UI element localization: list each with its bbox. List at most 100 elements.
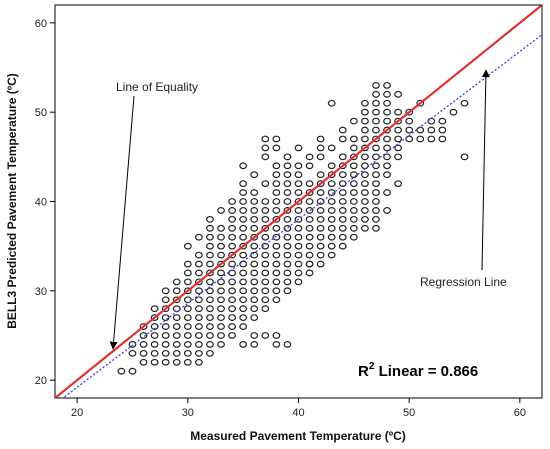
data-point [161,332,170,339]
data-point [250,332,259,339]
data-point [361,171,369,179]
data-point [183,287,192,295]
data-point [294,224,303,232]
data-point [294,180,303,188]
data-point [239,224,248,232]
data-point [206,323,214,330]
data-point [316,242,325,250]
data-point [250,171,259,179]
data-point [217,278,225,286]
data-point [239,323,248,330]
data-point [316,144,325,152]
y-tick-label: 40 [35,197,47,209]
data-point [316,215,325,223]
data-point [183,314,192,322]
data-point [327,162,336,170]
data-point [372,144,380,152]
data-point [261,269,270,277]
data-point [261,260,270,268]
data-point [172,287,181,295]
data-point [206,287,214,295]
data-point [294,215,303,223]
data-point [361,180,369,188]
data-point [239,287,248,295]
data-point [250,189,259,196]
data-point [305,215,314,223]
data-point [217,269,225,277]
data-point [161,349,170,357]
data-point [228,251,236,259]
data-point [383,207,391,214]
data-point [294,269,303,277]
data-point [250,314,259,322]
data-point [239,180,248,188]
data-point [338,215,347,223]
data-point [139,323,148,330]
data-point [338,224,347,232]
data-point [283,224,292,232]
data-point [383,108,391,116]
data-point [272,189,281,196]
data-point [349,135,358,143]
data-point [261,332,270,339]
data-point [316,224,325,232]
data-point [283,162,292,170]
data-point [361,108,369,116]
data-point [183,242,192,250]
data-point [183,341,192,348]
data-point [261,224,270,232]
data-point [361,153,369,161]
data-point [261,305,270,313]
data-point [338,189,347,196]
data-point [261,135,270,143]
data-point [272,296,281,304]
data-point [305,251,314,259]
data-point [272,215,281,223]
data-point [194,358,203,366]
data-point [239,207,248,214]
data-point [316,251,325,259]
data-point [338,135,347,143]
data-point [372,126,380,134]
data-point [305,269,314,277]
data-point [250,341,259,348]
data-point [228,207,236,214]
data-point [405,108,414,116]
fit-lines [55,5,542,398]
data-point [261,144,270,152]
data-point [150,332,159,339]
data-point [183,305,192,313]
x-axis-title: Measured Pavement Temperature (ºC) [190,429,406,443]
data-point [305,242,314,250]
data-point [206,260,214,268]
data-point [283,269,292,277]
data-point [294,233,303,241]
x-tick-label: 40 [292,407,304,419]
data-point [206,269,214,277]
data-point [349,207,358,214]
data-point [327,171,336,179]
data-point [239,296,248,304]
data-point [194,341,203,348]
data-point [239,251,248,259]
data-point [405,126,414,134]
data-point [294,144,303,152]
data-point [172,278,181,286]
data-point [239,189,248,196]
data-point [228,278,236,286]
data-point [327,224,336,232]
equality-line-label: Line of Equality [116,80,198,94]
data-point [128,349,137,357]
data-point [239,242,248,250]
data-point [372,135,380,143]
data-point [305,153,314,161]
data-point [194,278,203,286]
data-point [361,135,369,143]
equality-line [55,5,542,398]
data-point [272,332,281,339]
data-point [460,99,469,107]
data-point [228,305,236,313]
data-point [438,126,447,134]
data-point [372,99,380,107]
data-point [427,126,436,134]
